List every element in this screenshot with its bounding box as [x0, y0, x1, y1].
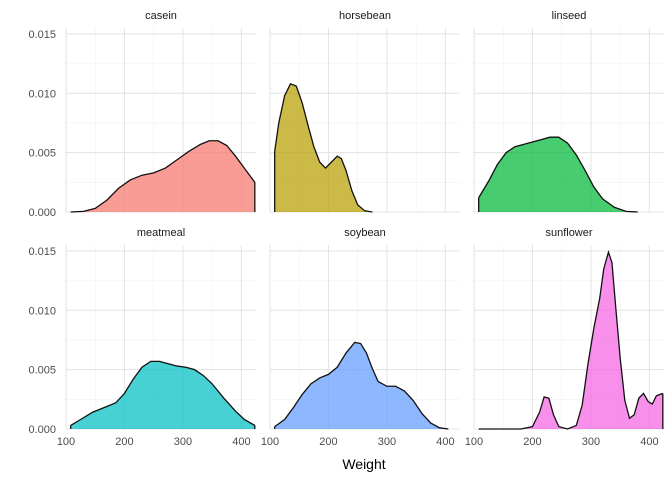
- x-tick-label: 200: [319, 436, 337, 448]
- x-tick-label: 100: [465, 436, 483, 448]
- panel-title-soybean: soybean: [344, 227, 386, 239]
- x-tick-label: 100: [57, 436, 75, 448]
- density-area-casein: [70, 140, 255, 212]
- x-tick-label: 200: [523, 436, 541, 448]
- density-line-sunflower: [478, 249, 664, 430]
- x-tick-label: 400: [640, 436, 658, 448]
- panel-title-casein: casein: [145, 10, 177, 22]
- x-tick-label: 400: [232, 436, 250, 448]
- density-area-meatmeal: [70, 361, 255, 429]
- density-line-horsebean: [274, 82, 373, 213]
- panel-title-linseed: linseed: [552, 10, 587, 22]
- x-axis-title: Weight: [342, 456, 385, 472]
- density-line-soybean: [274, 341, 449, 430]
- density-area-linseed: [478, 137, 638, 212]
- density-area-sunflower: [478, 252, 663, 429]
- x-tick-label: 300: [378, 436, 396, 448]
- panel-title-meatmeal: meatmeal: [137, 227, 185, 239]
- panel-linseed: linseed: [473, 10, 664, 213]
- y-tick-label: 0.015: [28, 246, 56, 258]
- x-tick-label: 300: [582, 436, 600, 448]
- y-tick-label: 0.010: [28, 305, 56, 317]
- y-tick-label: 0.005: [28, 148, 56, 160]
- density-line-meatmeal: [70, 360, 256, 427]
- x-tick-label: 400: [436, 436, 454, 448]
- y-tick-label: 0.015: [28, 29, 56, 41]
- panel-title-sunflower: sunflower: [545, 227, 592, 239]
- panel-meatmeal: meatmeal 0.000 0.005 0.010 0.015 100 200 300 400: [28, 227, 256, 448]
- y-tick-label: 0.000: [28, 207, 56, 219]
- x-tick-label: 100: [261, 436, 279, 448]
- panel-casein: casein 0.000 0.005 0.010 0.015: [28, 10, 256, 219]
- panel-soybean: soybean 100 200 300 400: [261, 227, 460, 448]
- density-area-soybean: [274, 342, 449, 429]
- density-line-linseed: [478, 136, 638, 213]
- y-tick-label: 0.000: [28, 424, 56, 436]
- density-line-casein: [70, 140, 256, 213]
- x-tick-label: 300: [174, 436, 192, 448]
- panel-sunflower: sunflower 100 200 300 400: [465, 227, 664, 448]
- x-tick-label: 200: [115, 436, 133, 448]
- panel-horsebean: horsebean: [269, 10, 460, 213]
- y-tick-label: 0.010: [28, 88, 56, 100]
- density-area-horsebean: [274, 83, 373, 212]
- y-tick-label: 0.005: [28, 365, 56, 377]
- panel-title-horsebean: horsebean: [339, 10, 391, 22]
